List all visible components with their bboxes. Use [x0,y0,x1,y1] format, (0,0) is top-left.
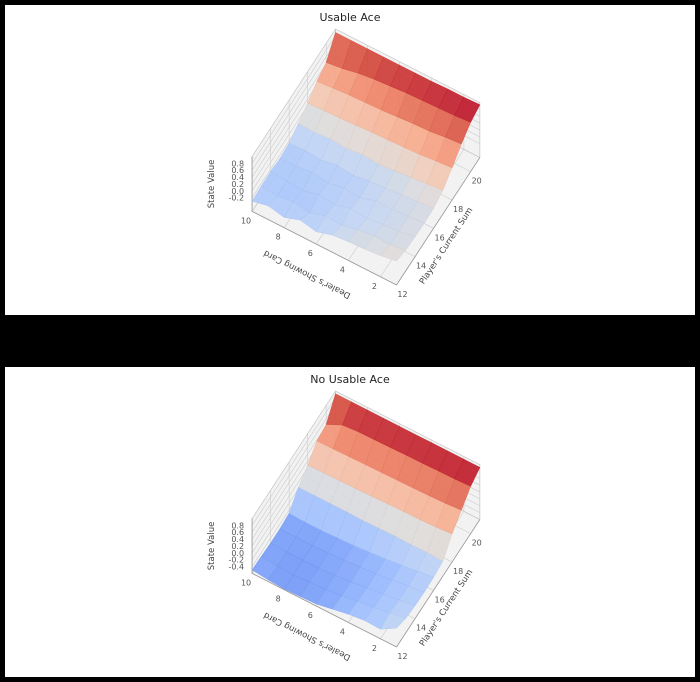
z-tick: 0.8 [231,521,244,530]
page: { "layout": { "page_width": 700, "page_h… [0,0,700,682]
x-tick: 12 [397,290,407,299]
y-tick: 4 [340,627,345,636]
x-tick: 20 [472,177,482,186]
z-axis-label: State Value [207,522,217,571]
x-tick: 20 [472,539,482,548]
x-tick: 12 [397,652,407,661]
panel-gap [0,320,700,362]
z-axis-label: State Value [207,160,217,209]
surface-plot-usable-ace: 1214161820246810-0.20.00.20.40.60.8Playe… [5,5,695,315]
y-tick: 10 [241,216,251,225]
y-tick: 4 [340,265,345,274]
y-tick: 10 [241,578,251,587]
y-tick: 2 [372,644,377,653]
y-tick: 6 [308,611,313,620]
y-tick: 2 [372,282,377,291]
y-tick: 8 [276,595,281,604]
z-tick: 0.8 [231,159,244,168]
y-tick: 8 [276,233,281,242]
panel-usable-ace: Usable Ace 1214161820246810-0.20.00.20.4… [0,0,700,320]
y-tick: 6 [308,249,313,258]
panel-no-usable-ace: No Usable Ace 1214161820246810-0.4-0.20.… [0,362,700,682]
surface-plot-no-usable-ace: 1214161820246810-0.4-0.20.00.20.40.60.8P… [5,367,695,677]
